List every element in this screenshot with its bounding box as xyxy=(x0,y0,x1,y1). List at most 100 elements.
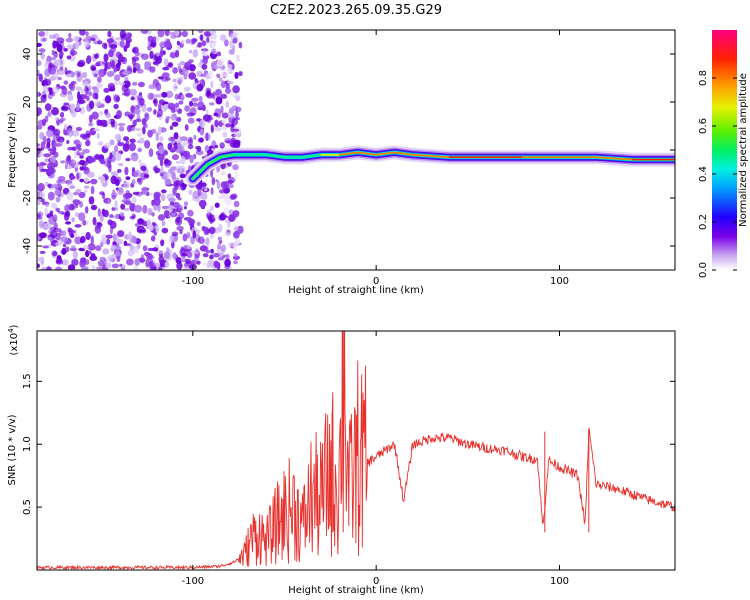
noise-speckle xyxy=(80,88,86,94)
noise-speckle xyxy=(77,91,81,101)
noise-speckle xyxy=(161,227,169,234)
snr-multiplier-close: ) xyxy=(9,324,20,328)
noise-speckle xyxy=(159,159,164,167)
noise-speckle xyxy=(38,73,43,82)
noise-speckle xyxy=(191,38,196,45)
noise-speckle xyxy=(42,266,47,270)
noise-speckle xyxy=(154,94,163,98)
noise-speckle xyxy=(111,207,116,211)
noise-speckle xyxy=(111,122,115,128)
snr-multiplier-base: (x10 xyxy=(9,333,20,356)
noise-speckle xyxy=(70,80,77,85)
noise-speckle xyxy=(120,203,126,210)
noise-speckle xyxy=(92,58,97,62)
noise-speckle xyxy=(113,66,118,73)
noise-speckle xyxy=(131,126,137,132)
noise-speckle xyxy=(105,262,112,269)
noise-speckle xyxy=(64,246,70,253)
noise-speckle xyxy=(157,108,163,118)
noise-speckle xyxy=(122,80,131,88)
noise-speckle xyxy=(93,128,100,132)
noise-speckle xyxy=(217,236,222,241)
noise-speckle xyxy=(185,38,191,44)
noise-speckle xyxy=(47,110,51,117)
noise-speckle xyxy=(186,251,193,258)
noise-speckle xyxy=(80,257,87,264)
noise-speckle xyxy=(66,191,74,201)
noise-speckle xyxy=(185,258,192,265)
noise-speckle xyxy=(214,202,220,208)
noise-speckle xyxy=(169,211,178,218)
noise-speckle xyxy=(134,204,143,213)
noise-speckle xyxy=(206,92,214,99)
noise-speckle xyxy=(91,34,98,39)
noise-speckle xyxy=(123,181,130,189)
colorbar-tick-label: 0.4 xyxy=(698,166,709,182)
noise-speckle xyxy=(202,191,208,201)
noise-speckle xyxy=(128,231,132,239)
noise-speckle xyxy=(57,175,66,182)
noise-speckle xyxy=(150,235,156,242)
noise-speckle xyxy=(44,202,50,208)
noise-speckle xyxy=(109,152,113,159)
noise-speckle xyxy=(174,102,180,109)
noise-speckle xyxy=(97,76,102,83)
noise-speckle xyxy=(225,83,230,89)
noise-speckle xyxy=(153,109,157,115)
noise-speckle xyxy=(53,151,59,158)
noise-speckle xyxy=(75,188,82,193)
noise-speckle xyxy=(84,185,90,189)
noise-speckle xyxy=(106,238,110,245)
noise-speckle xyxy=(232,164,239,171)
noise-speckle xyxy=(49,226,57,231)
noise-speckle xyxy=(206,209,211,214)
noise-speckle xyxy=(40,198,45,203)
noise-speckle xyxy=(210,80,214,89)
noise-speckle xyxy=(124,243,132,247)
noise-speckle xyxy=(114,133,122,141)
noise-speckle xyxy=(217,195,224,200)
noise-speckle xyxy=(196,83,204,92)
noise-speckle xyxy=(73,35,80,42)
noise-speckle xyxy=(56,37,65,44)
noise-speckle xyxy=(64,211,71,217)
noise-speckle xyxy=(104,62,108,72)
noise-speckle xyxy=(79,133,86,139)
noise-speckle xyxy=(168,235,174,244)
noise-speckle xyxy=(210,169,214,178)
noise-speckle xyxy=(215,96,223,105)
noise-speckle xyxy=(107,199,111,205)
noise-speckle xyxy=(44,158,50,163)
ridge-core-segment xyxy=(265,154,286,158)
noise-speckle xyxy=(44,115,49,123)
noise-speckle xyxy=(128,113,134,120)
noise-speckle xyxy=(238,41,243,49)
noise-speckle xyxy=(197,30,204,34)
noise-speckle xyxy=(196,145,202,152)
noise-speckle xyxy=(101,234,108,240)
noise-speckle xyxy=(61,86,68,95)
noise-speckle xyxy=(188,218,196,226)
noise-speckle xyxy=(84,177,89,183)
noise-speckle xyxy=(95,245,102,252)
noise-speckle xyxy=(228,107,235,114)
noise-speckle xyxy=(60,111,65,118)
noise-speckle xyxy=(161,189,167,194)
noise-speckle xyxy=(142,245,148,252)
noise-speckle xyxy=(177,63,182,67)
noise-speckle xyxy=(220,244,227,253)
noise-speckle xyxy=(44,207,48,216)
noise-speckle xyxy=(44,78,52,86)
noise-speckle xyxy=(189,100,193,107)
noise-speckle xyxy=(155,132,159,142)
noise-speckle xyxy=(177,108,183,114)
noise-speckle xyxy=(164,30,170,37)
spectrogram-panel: -100 0 100 40 20 0 -20 -40 Height of straight l… xyxy=(7,29,676,296)
noise-speckle xyxy=(51,73,59,80)
noise-speckle xyxy=(113,103,119,110)
noise-speckle xyxy=(232,210,240,218)
noise-speckle xyxy=(221,182,228,190)
noise-speckle xyxy=(138,159,142,165)
noise-speckle xyxy=(111,263,120,269)
noise-speckle xyxy=(186,112,195,117)
